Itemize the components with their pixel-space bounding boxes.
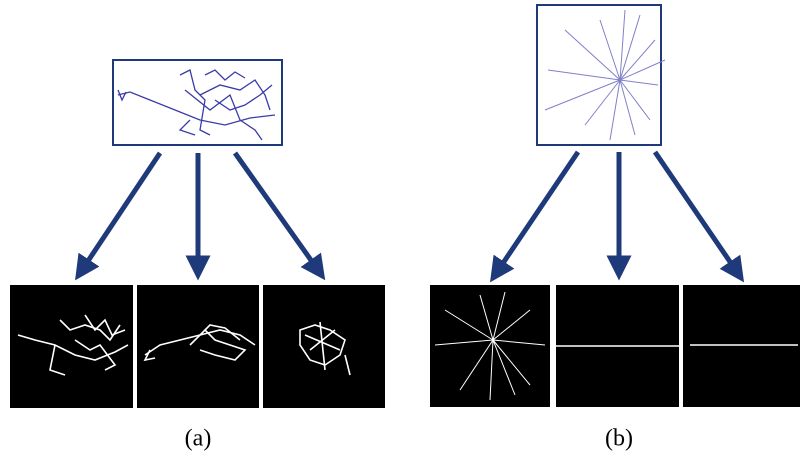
output-image bbox=[137, 285, 259, 408]
arrow bbox=[497, 152, 578, 272]
panel-label: (a) bbox=[185, 426, 212, 452]
panel-a: (a) bbox=[10, 60, 385, 452]
arrow bbox=[235, 153, 318, 270]
arrow bbox=[655, 152, 737, 272]
output-image bbox=[683, 285, 800, 407]
arrow bbox=[82, 153, 160, 270]
panel-label: (b) bbox=[605, 426, 633, 452]
source-image bbox=[537, 5, 661, 145]
figure: (a) (b) bbox=[0, 0, 800, 459]
output-image bbox=[263, 285, 385, 408]
output-image bbox=[430, 285, 550, 407]
panel-b: (b) bbox=[430, 5, 800, 452]
output-image bbox=[10, 285, 133, 408]
